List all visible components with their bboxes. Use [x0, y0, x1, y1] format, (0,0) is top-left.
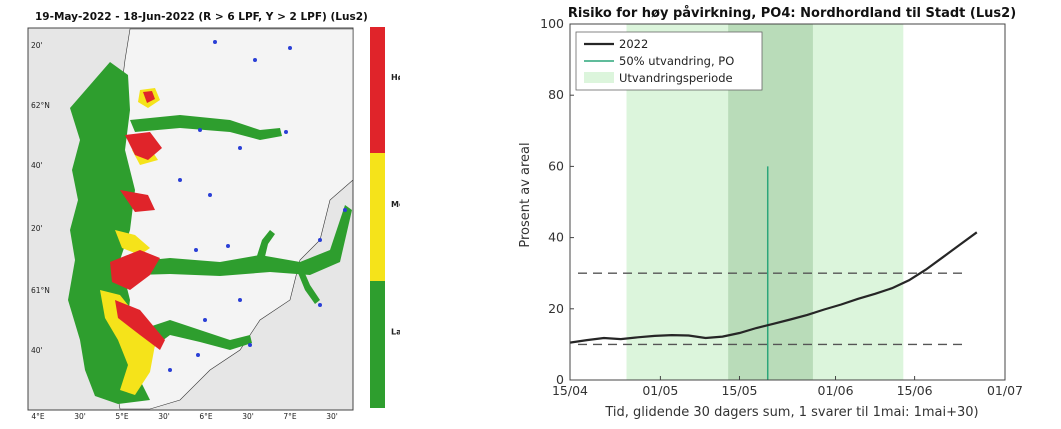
- lon-label: 30': [326, 412, 338, 421]
- x-tick-label: 15/04: [552, 383, 588, 398]
- legend-label: 2022: [619, 37, 648, 51]
- station-markers: [168, 40, 347, 372]
- lat-label: 61°N: [31, 286, 50, 295]
- legend-label: 50% utvandring, PO: [619, 54, 734, 68]
- colorbar-segment: [370, 153, 385, 281]
- red-zone-mid: [110, 250, 160, 290]
- lat-label: 40': [31, 346, 43, 355]
- colorbar-label: Lav: [391, 328, 400, 337]
- y-tick-label: 40: [548, 230, 564, 245]
- red-zone-north: [125, 132, 162, 160]
- risk-map-panel: 19-May-2022 - 18-Jun-2022 (R > 6 LPF, Y …: [0, 0, 429, 425]
- red-zone-south: [115, 300, 165, 350]
- coast-green-band: [68, 62, 150, 404]
- axes-box: [569, 23, 1006, 381]
- chart-ylabel: Prosent av areal: [518, 142, 533, 247]
- lat-label: 20': [31, 41, 43, 50]
- lat-label: 20': [31, 224, 43, 233]
- colorbar-segment: [370, 27, 385, 153]
- plot-area: 0 20 40 60 80 100 15/04 01/05 15/05 01/06 15/06 01/…: [540, 16, 1023, 398]
- colorbar-label: Høg: [391, 73, 400, 82]
- yellow-zone-south: [100, 290, 155, 395]
- lon-label: 30': [74, 412, 86, 421]
- risk-chart-panel: Risiko for høy påvirkning, PO4: Nordhord…: [500, 0, 1061, 425]
- risk-line-chart: Risiko for høy påvirkning, PO4: Nordhord…: [518, 6, 1023, 420]
- chart-title: Risiko for høy påvirkning, PO4: Nordhord…: [568, 6, 1016, 21]
- x-tick-label: 01/06: [818, 383, 854, 398]
- longitude-labels: 4°E 30' 5°E 30' 6°E 30' 7°E 30': [31, 412, 337, 421]
- lat-label: 40': [31, 161, 43, 170]
- fjord-green-branch: [255, 230, 275, 265]
- risk-map: 19-May-2022 - 18-Jun-2022 (R > 6 LPF, Y …: [27, 11, 429, 421]
- x-tick-label: 01/05: [642, 383, 678, 398]
- latitude-labels: 20' 62°N 40' 20' 61°N 40': [31, 41, 50, 355]
- x-tick-label: 01/07: [987, 383, 1023, 398]
- colorbar-segment: [370, 281, 385, 408]
- fjord-green-north: [130, 115, 282, 140]
- lon-label: 5°E: [115, 412, 129, 421]
- red-zone-upper-mid: [120, 190, 155, 212]
- lon-label: 4°E: [31, 412, 45, 421]
- series-line-2022: [569, 231, 978, 344]
- x-tick-label: 15/06: [897, 383, 933, 398]
- colorbar-label: Moderat: [391, 200, 400, 209]
- lat-label: 62°N: [31, 101, 50, 110]
- legend-swatch-period: [584, 72, 614, 83]
- lon-label: 7°E: [283, 412, 297, 421]
- legend-label: Utvandringsperiode: [619, 71, 733, 85]
- x-tick-label: 15/05: [721, 383, 757, 398]
- red-zone-top: [143, 91, 155, 103]
- fjord-green-branch2: [296, 262, 320, 304]
- map-colorbar: Høg Moderat Lav: [370, 27, 429, 408]
- y-tick-label: 0: [556, 372, 564, 387]
- lon-label: 30': [242, 412, 254, 421]
- yellow-zone-mid: [115, 230, 150, 255]
- y-tick-label: 60: [548, 158, 564, 173]
- map-title: 19-May-2022 - 18-Jun-2022 (R > 6 LPF, Y …: [35, 11, 368, 23]
- y-tick-label: 80: [548, 87, 564, 102]
- y-tick-label: 20: [548, 301, 564, 316]
- lon-label: 30': [158, 412, 170, 421]
- y-tick-label: 100: [540, 16, 564, 31]
- lon-label: 6°E: [199, 412, 213, 421]
- fjord-green-south: [140, 320, 252, 350]
- chart-xlabel: Tid, glidende 30 dagers sum, 1 svarer ti…: [604, 405, 978, 420]
